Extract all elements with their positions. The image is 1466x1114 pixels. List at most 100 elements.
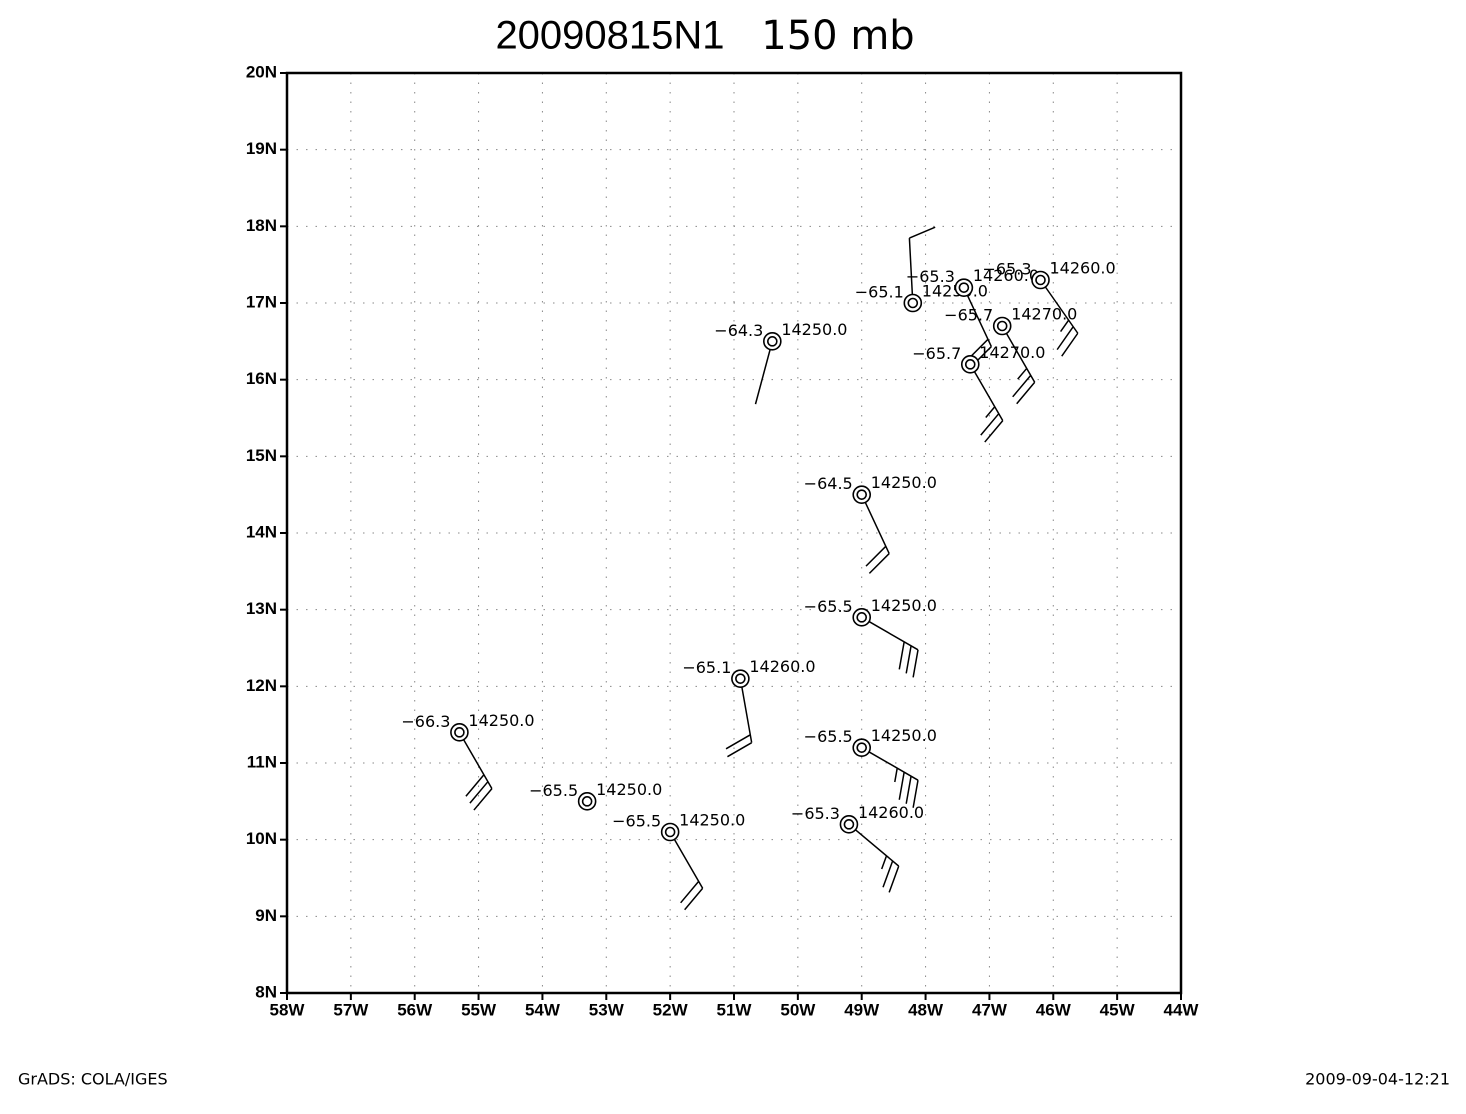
station-inner [454, 727, 465, 738]
x-tick-label: 55W [461, 1000, 497, 1019]
temperature-label: −65.1 [855, 283, 904, 302]
x-tick-label: 51W [717, 1000, 753, 1019]
height-label: 14250.0 [781, 320, 847, 339]
station-outer [960, 355, 980, 374]
height-label: 14250.0 [871, 726, 937, 745]
footer-right: 2009-09-04-12:21 [1305, 1070, 1450, 1089]
station-outer [660, 822, 680, 842]
y-tick-label: 11N [247, 752, 277, 771]
station-outer [577, 792, 597, 811]
wind-barb [908, 226, 936, 304]
y-tick-label: 12N [246, 676, 277, 695]
temperature-label: −65.3 [791, 804, 840, 823]
station-outer [992, 316, 1012, 336]
station-inner [964, 359, 976, 370]
x-tick-label: 53W [589, 1000, 625, 1019]
x-tick-label: 58W [270, 1000, 306, 1019]
height-label: 14270.0 [1011, 305, 1077, 324]
height-label: 14260.0 [749, 657, 815, 676]
station-outer [852, 485, 872, 504]
station-inner [581, 796, 593, 807]
x-tick-label: 44W [1164, 1000, 1200, 1019]
height-label: 14250.0 [468, 711, 534, 730]
frame [285, 71, 1183, 995]
station-inner [958, 282, 970, 293]
height-label: 14270.0 [979, 343, 1045, 362]
temperature-label: −64.5 [804, 474, 853, 493]
wind-barb [754, 341, 774, 405]
y-tick-label: 17N [246, 292, 277, 311]
x-tick-label: 46W [1036, 1000, 1072, 1019]
height-label: 14260.0 [858, 803, 924, 822]
station-outer [1031, 270, 1050, 290]
wind-barb [861, 616, 919, 678]
x-tick-label: 47W [972, 1000, 1008, 1019]
temperature-label: −65.3 [982, 260, 1031, 279]
station-inner [1035, 274, 1046, 286]
station-inner [996, 320, 1008, 332]
footer-left: GrADS: COLA/IGES [18, 1070, 168, 1089]
station-inner [767, 336, 778, 347]
x-tick-label: 56W [397, 1000, 433, 1019]
wind-barb [1039, 279, 1079, 357]
wind-barb [861, 494, 890, 574]
height-label: 14260.0 [973, 266, 1039, 285]
station-inner [907, 297, 919, 309]
temperature-label: −65.5 [804, 727, 853, 746]
height-label: 14250.0 [871, 596, 937, 615]
temperature-label: −66.3 [401, 712, 450, 731]
wind-barb [669, 831, 704, 911]
y-tick-label: 16N [246, 369, 277, 388]
station-inner [856, 489, 868, 500]
wind-barb [458, 731, 493, 811]
height-label: 14250.0 [679, 811, 745, 830]
station-outer [763, 332, 782, 351]
y-tick-label: 18N [246, 216, 277, 235]
temperature-label: −65.7 [912, 344, 961, 363]
station-inner [856, 742, 868, 753]
station-outer [852, 738, 872, 757]
y-tick-label: 15N [246, 446, 277, 465]
wind-barb [969, 363, 1004, 443]
x-tick-label: 48W [908, 1000, 944, 1019]
wind-barb [861, 747, 919, 808]
station-inner [856, 612, 868, 623]
height-label: 14250.0 [871, 473, 937, 492]
station-outer [903, 293, 923, 313]
station-outer [954, 278, 974, 297]
y-tick-label: 9N [255, 906, 277, 925]
wind-barb [848, 823, 900, 893]
station-outer [731, 669, 750, 688]
station-outer [852, 608, 872, 627]
x-tick-label: 49W [844, 1000, 880, 1019]
plot: 58W 57W 56W 55W 54W 53W 52W 51W 50W 49W 48W 47W 46W 4… [246, 62, 1200, 1019]
wind-barb [1001, 325, 1036, 405]
station-outer [450, 723, 469, 742]
height-label: 14250.0 [596, 780, 662, 799]
x-tick-label: 45W [1100, 1000, 1136, 1019]
station-outer [839, 815, 859, 834]
temperature-label: −65.5 [529, 781, 578, 800]
temperature-label: −65.5 [612, 812, 661, 831]
x-tick-label: 57W [333, 1000, 369, 1019]
chart-subtitle: 150 mb [761, 13, 914, 59]
station-inner [843, 819, 855, 830]
temperature-label: −65.1 [682, 658, 731, 677]
temperature-label: −65.5 [804, 597, 853, 616]
temperature-label: −65.7 [944, 306, 993, 325]
temperature-label: −65.3 [906, 267, 955, 286]
station-inner [664, 826, 676, 838]
y-tick-label: 10N [246, 829, 277, 848]
x-tick-label: 52W [653, 1000, 689, 1019]
temperature-label: −64.3 [714, 321, 763, 340]
x-tick-label: 50W [780, 1000, 816, 1019]
chart-title: 20090815N1 [495, 14, 724, 58]
y-tick-label: 20N [246, 62, 277, 81]
x-tick-label: 54W [525, 1000, 561, 1019]
height-label: 14260.0 [1050, 259, 1116, 278]
station-inner [735, 673, 746, 684]
wind-barb [725, 678, 753, 758]
y-tick-label: 14N [246, 522, 277, 541]
